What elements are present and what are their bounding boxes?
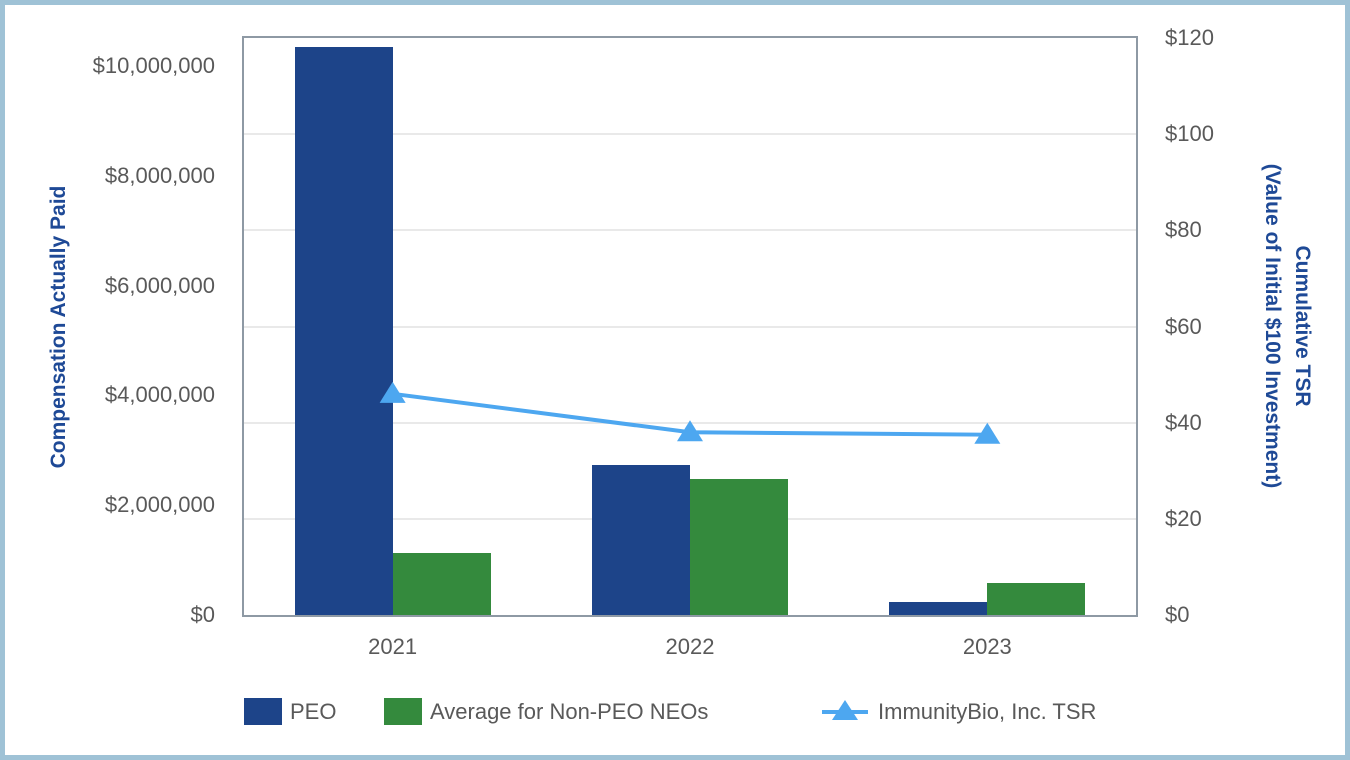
left-axis-tick-label: $10,000,000	[92, 52, 215, 78]
x-axis-label-2023: 2023	[962, 634, 1012, 659]
right-axis-tick-label: $100	[1165, 121, 1214, 147]
right-axis-title-line2: (Value of Initial $100 Investment)	[1261, 163, 1284, 489]
legend-label-non-peo-neos: Average for Non-PEO NEOs	[430, 699, 709, 724]
tsr-triangle-icon	[832, 700, 858, 720]
tsr-marker-2021	[379, 381, 406, 403]
legend-item-non-peo-neos: Average for Non-PEO NEOs	[384, 698, 708, 725]
left-axis-tick-label: $6,000,000	[104, 272, 215, 298]
tsr-marker-2022	[677, 420, 703, 442]
gridline	[244, 325, 1136, 328]
legend-item-tsr: ImmunityBio, Inc. TSR	[822, 698, 1096, 725]
gridline	[244, 133, 1136, 136]
right-axis-tick-label: $20	[1165, 505, 1202, 531]
tsr-marker-2023	[974, 422, 1001, 444]
tsr-line-marker-icon	[822, 698, 868, 725]
non-peo-neos-swatch-icon	[384, 698, 422, 725]
right-axis-tick-label: $60	[1165, 313, 1202, 339]
left-axis-tick-label: $8,000,000	[104, 162, 215, 188]
right-axis-tick-label: $80	[1165, 217, 1202, 243]
tsr-line-layer	[379, 381, 1001, 444]
plot-area	[242, 36, 1138, 617]
right-axis-tick-label: $120	[1165, 25, 1214, 50]
left-axis-tick-label: $0	[190, 602, 215, 627]
peo-swatch-icon	[244, 698, 282, 725]
bar-peo-2023	[889, 602, 988, 615]
left-axis-title: Compensation Actually Paid	[47, 185, 70, 469]
bar-peo-2021	[294, 47, 393, 615]
legend-label-tsr: ImmunityBio, Inc. TSR	[878, 699, 1097, 724]
left-axis-tick-label: $2,000,000	[104, 492, 215, 518]
bar-non-peo-neos-2022	[690, 479, 788, 615]
left-axis-tick-label: $4,000,000	[104, 382, 215, 408]
right-axis-tick-label: $0	[1165, 602, 1190, 627]
gridline	[244, 229, 1136, 232]
right-axis-title-line1: Cumulative TSR	[1291, 245, 1314, 407]
legend-item-peo: PEO	[244, 698, 336, 725]
right-axis-title: Cumulative TSR (Value of Initial $100 In…	[1257, 66, 1317, 586]
bar-non-peo-neos-2023	[987, 582, 1086, 615]
x-axis-label-2022: 2022	[665, 634, 715, 659]
bar-peo-2022	[592, 465, 690, 615]
legend-label-peo: PEO	[290, 699, 337, 724]
right-axis-tick-label: $40	[1165, 409, 1202, 435]
bar-non-peo-neos-2021	[392, 552, 491, 615]
x-axis-label-2021: 2021	[368, 634, 418, 659]
